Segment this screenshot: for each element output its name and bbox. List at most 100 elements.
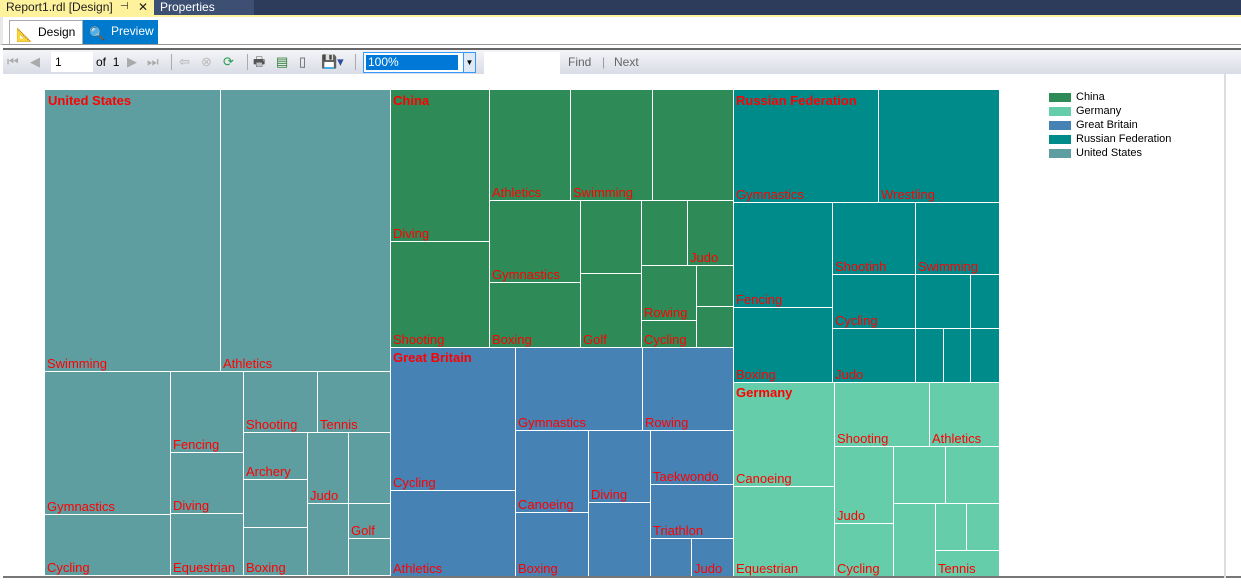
treemap-cell-united-states: Swimming xyxy=(45,90,220,371)
treemap-cell-label: Fencing xyxy=(736,292,783,307)
treemap-cell-germany xyxy=(946,447,999,503)
close-icon[interactable]: ✕ xyxy=(138,0,149,14)
treemap-cell-label: Rowing xyxy=(645,415,689,430)
treemap-cell-label: Swimming xyxy=(918,259,978,274)
treemap-cell-germany: Cycling xyxy=(835,524,893,576)
zoom-select[interactable]: 100% ▼ xyxy=(363,52,476,73)
total-pages: 1 xyxy=(112,55,120,69)
legend-label: Germany xyxy=(1076,105,1122,117)
treemap-cell-great-britain: Taekwondo xyxy=(651,431,733,484)
treemap-cell-germany: Athletics xyxy=(930,383,999,446)
legend-item-great-britain: Great Britain xyxy=(1049,119,1209,133)
first-page-icon[interactable]: ⏮ xyxy=(7,54,19,69)
legend-swatch xyxy=(1049,93,1071,102)
treemap-cell-label: Gymnastics xyxy=(47,499,115,514)
treemap-cell-germany xyxy=(894,504,935,576)
treemap-cell-label: Wrestling xyxy=(881,187,935,202)
treemap-cell-label: Shooting xyxy=(837,431,889,446)
tab-report-design[interactable]: Report1.rdl [Design] ⊣ ✕ xyxy=(0,0,154,15)
treemap-cell-russian-federation xyxy=(916,275,970,328)
previous-page-icon[interactable]: ◀ xyxy=(30,54,40,69)
treemap-cell-label: Cycling xyxy=(837,561,880,576)
legend-label: Great Britain xyxy=(1076,119,1138,131)
treemap-cell-china xyxy=(697,307,733,347)
treemap-cell-united-states: Archery xyxy=(244,433,307,479)
treemap-cell-germany: Shooting xyxy=(835,383,929,446)
next-page-icon[interactable]: ▶ xyxy=(127,54,137,69)
treemap-cell-russian-federation: Cycling xyxy=(833,275,915,328)
tab-report-label: Report1.rdl [Design] xyxy=(6,0,113,14)
treemap-cell-label: Diving xyxy=(173,498,210,513)
tab-design-label: Design xyxy=(38,25,76,39)
treemap-cell-united-states: Diving xyxy=(171,453,243,513)
treemap-cell-label: Canoeing xyxy=(736,471,792,486)
treemap-cell-great-britain: Diving xyxy=(589,431,650,502)
treemap-cell-russian-federation xyxy=(971,329,999,382)
treemap-cell-russian-federation: Judo xyxy=(833,329,915,382)
treemap-cell-germany xyxy=(967,504,999,550)
tab-properties[interactable]: Properties xyxy=(154,0,254,15)
next-button[interactable]: Next xyxy=(614,55,639,69)
treemap-cell-china: Athletics xyxy=(490,90,570,200)
legend-swatch xyxy=(1049,121,1071,130)
treemap-cell-label: Triathlon xyxy=(653,523,704,538)
treemap-cell-great-britain: Judo xyxy=(692,539,733,576)
legend-label: Russian Federation xyxy=(1076,133,1172,145)
page-setup-icon[interactable]: ▯ xyxy=(299,54,307,69)
treemap-cell-label: Cycling xyxy=(835,313,878,328)
stop-icon[interactable]: ⊗ xyxy=(201,54,212,69)
pin-icon[interactable]: ⊣ xyxy=(120,1,129,12)
treemap-cell-russian-federation: Boxing xyxy=(734,308,832,382)
treemap-group-label-russian-federation: Russian Federation xyxy=(736,93,857,108)
legend-label: China xyxy=(1076,91,1105,103)
treemap-cell-label: Shootinh xyxy=(835,259,887,274)
treemap-cell-china: Rowing xyxy=(642,266,696,320)
find-button[interactable]: Find xyxy=(568,55,592,69)
treemap-cell-china: Golf xyxy=(581,274,641,347)
tab-underline xyxy=(0,15,1241,17)
treemap-cell-united-states xyxy=(244,480,307,527)
print-icon[interactable]: 🖶 xyxy=(253,54,266,69)
print-layout-icon[interactable]: ▤ xyxy=(276,54,289,69)
treemap-cell-great-britain: Gymnastics xyxy=(516,348,642,430)
find-input[interactable] xyxy=(484,52,560,74)
export-icon[interactable]: 💾▾ xyxy=(321,54,344,69)
treemap-cell-label: Taekwondo xyxy=(653,469,719,484)
back-icon[interactable]: ⇦ xyxy=(179,54,190,69)
treemap-cell-label: Shooting xyxy=(393,332,445,347)
treemap-cell-label: Tennis xyxy=(938,561,976,576)
refresh-icon[interactable]: ⟳ xyxy=(223,54,234,69)
treemap-cell-label: Athletics xyxy=(223,356,273,371)
tab-preview[interactable]: 🔍 Preview xyxy=(83,20,158,44)
last-page-icon[interactable]: ⏭ xyxy=(147,54,159,69)
tab-design[interactable]: 📐 Design xyxy=(9,20,83,44)
treemap-cell-label: Cycling xyxy=(644,332,687,347)
treemap-cell-united-states: Gymnastics xyxy=(45,372,170,514)
chevron-down-icon[interactable]: ▼ xyxy=(463,53,475,72)
treemap-cell-china: Cycling xyxy=(642,321,696,347)
separator xyxy=(355,54,356,70)
treemap-cell-great-britain: Canoeing xyxy=(516,431,588,512)
treemap-cell-label: Judo xyxy=(837,508,866,523)
treemap-cell-united-states: Tennis xyxy=(318,372,390,432)
document-tab-bar: Report1.rdl [Design] ⊣ ✕ Properties xyxy=(0,0,1241,15)
treemap-cell-label: Tennis xyxy=(320,417,358,432)
treemap-cell-china: Gymnastics xyxy=(490,201,580,282)
treemap-cell-china: Shooting xyxy=(391,242,489,347)
treemap-cell-united-states: Fencing xyxy=(171,372,243,452)
treemap-cell-label: Judo xyxy=(694,561,723,576)
treemap-group-label-germany: Germany xyxy=(736,385,793,400)
treemap-cell-label: Athletics xyxy=(932,431,982,446)
legend-item-russian-federation: Russian Federation xyxy=(1049,133,1209,147)
treemap-cell-label: Judo xyxy=(835,367,864,382)
treemap-cell-united-states: Shooting xyxy=(244,372,317,432)
treemap-cell-great-britain: Cycling xyxy=(391,348,515,490)
treemap-cell-united-states xyxy=(308,504,348,575)
treemap-cell-label: Boxing xyxy=(492,332,532,347)
treemap-cell-germany: Canoeing xyxy=(734,383,834,486)
page-edge xyxy=(1224,74,1226,578)
treemap-cell-label: Diving xyxy=(591,487,628,502)
treemap-cell-united-states: Cycling xyxy=(45,515,170,575)
treemap-cell-russian-federation: Shootinh xyxy=(833,203,915,274)
page-number-input[interactable]: 1 xyxy=(51,52,93,72)
